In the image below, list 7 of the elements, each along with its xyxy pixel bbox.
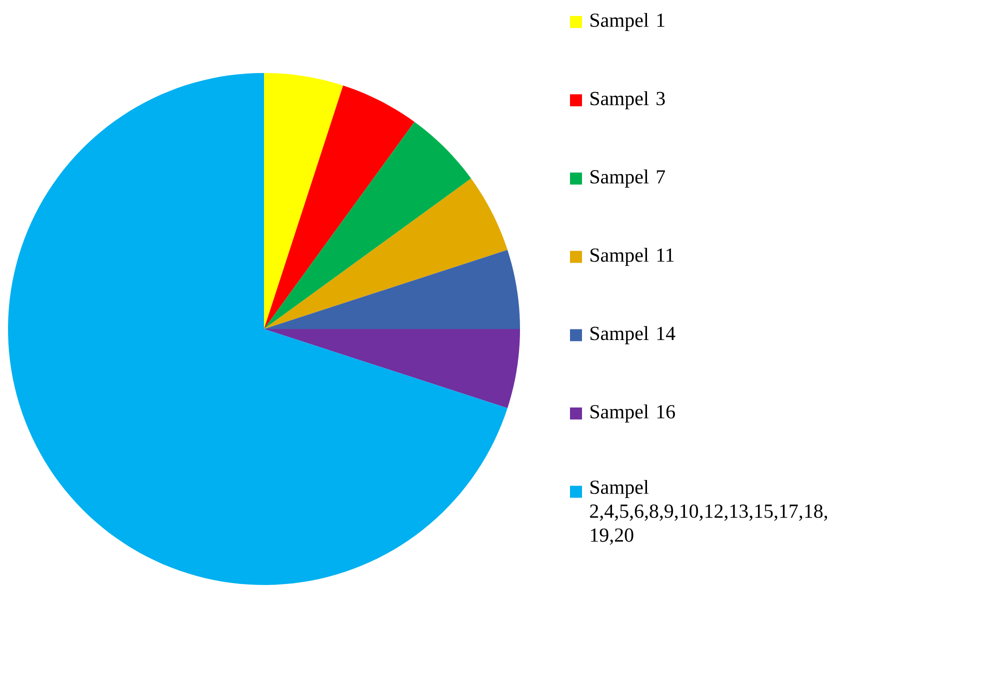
legend-label: Sampel 3 [590, 91, 665, 110]
legend-label: Sampel 1 [590, 12, 664, 32]
legend-label: Sampel 2,4,5,6,8,9,10,12,13,15,17,18, 19,20 [590, 480, 828, 545]
legend-label: Sampel 16 [590, 404, 675, 423]
legend-label: Sampel 11 [590, 248, 674, 266]
legend-label: Sampel 14 [590, 326, 676, 344]
legend-label: Sampel 7 [590, 170, 666, 188]
